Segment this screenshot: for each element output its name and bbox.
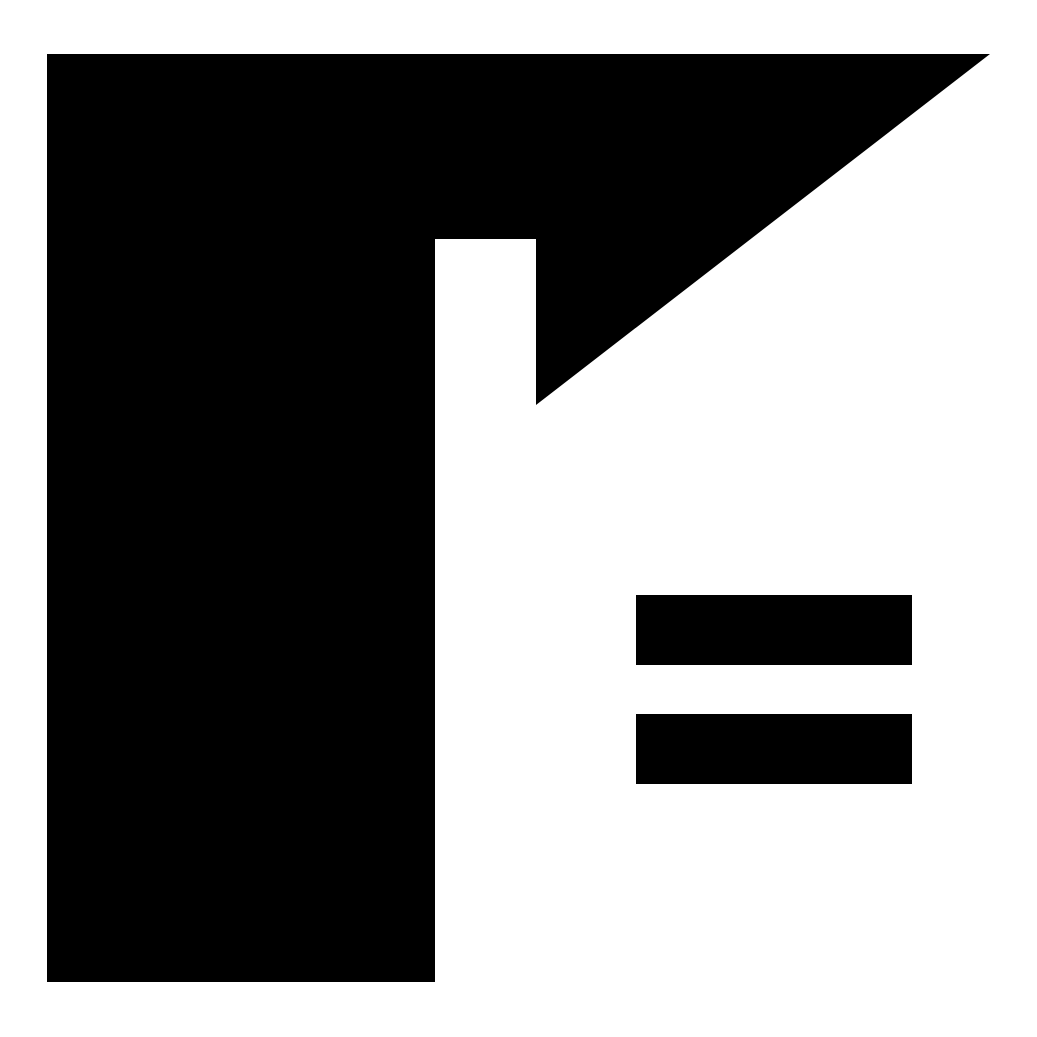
logo-bar-top (636, 595, 912, 665)
logo-main-shape (47, 54, 990, 982)
logo-bar-bottom (636, 714, 912, 784)
